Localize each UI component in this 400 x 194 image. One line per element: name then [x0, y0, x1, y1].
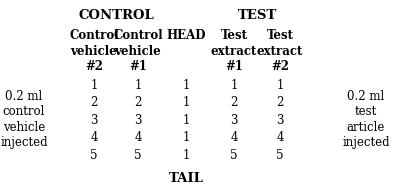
- Text: 4: 4: [134, 131, 142, 144]
- Text: 1: 1: [182, 131, 190, 144]
- Text: #2: #2: [271, 60, 289, 74]
- Text: 2: 2: [90, 96, 98, 109]
- Text: Test: Test: [266, 29, 294, 42]
- Text: 0.2 ml: 0.2 ml: [347, 89, 385, 103]
- Text: 1: 1: [182, 79, 190, 92]
- Text: extract: extract: [257, 45, 303, 58]
- Text: 3: 3: [230, 114, 238, 127]
- Text: #1: #1: [129, 60, 147, 74]
- Text: HEAD: HEAD: [166, 29, 206, 42]
- Text: 1: 1: [230, 79, 238, 92]
- Text: control: control: [3, 105, 45, 118]
- Text: Test: Test: [220, 29, 248, 42]
- Text: 1: 1: [182, 114, 190, 127]
- Text: 1: 1: [276, 79, 284, 92]
- Text: Control: Control: [69, 29, 119, 42]
- Text: 2: 2: [134, 96, 142, 109]
- Text: 3: 3: [276, 114, 284, 127]
- Text: 4: 4: [90, 131, 98, 144]
- Text: extract: extract: [211, 45, 257, 58]
- Text: 2: 2: [276, 96, 284, 109]
- Text: TEST: TEST: [238, 9, 278, 22]
- Text: 0.2 ml: 0.2 ml: [5, 89, 43, 103]
- Text: vehicle: vehicle: [3, 120, 45, 134]
- Text: vehicle: vehicle: [115, 45, 161, 58]
- Text: 4: 4: [276, 131, 284, 144]
- Text: 1: 1: [182, 96, 190, 109]
- Text: 1: 1: [90, 79, 98, 92]
- Text: 1: 1: [134, 79, 142, 92]
- Text: article: article: [347, 120, 385, 134]
- Text: CONTROL: CONTROL: [78, 9, 154, 22]
- Text: Control: Control: [113, 29, 163, 42]
- Text: injected: injected: [0, 136, 48, 149]
- Text: 3: 3: [90, 114, 98, 127]
- Text: test: test: [355, 105, 377, 118]
- Text: vehicle: vehicle: [71, 45, 117, 58]
- Text: 5: 5: [230, 149, 238, 162]
- Text: 5: 5: [276, 149, 284, 162]
- Text: 2: 2: [230, 96, 238, 109]
- Text: #2: #2: [85, 60, 103, 74]
- Text: 3: 3: [134, 114, 142, 127]
- Text: TAIL: TAIL: [168, 172, 204, 185]
- Text: 5: 5: [134, 149, 142, 162]
- Text: 4: 4: [230, 131, 238, 144]
- Text: injected: injected: [342, 136, 390, 149]
- Text: #1: #1: [225, 60, 243, 74]
- Text: 5: 5: [90, 149, 98, 162]
- Text: 1: 1: [182, 149, 190, 162]
